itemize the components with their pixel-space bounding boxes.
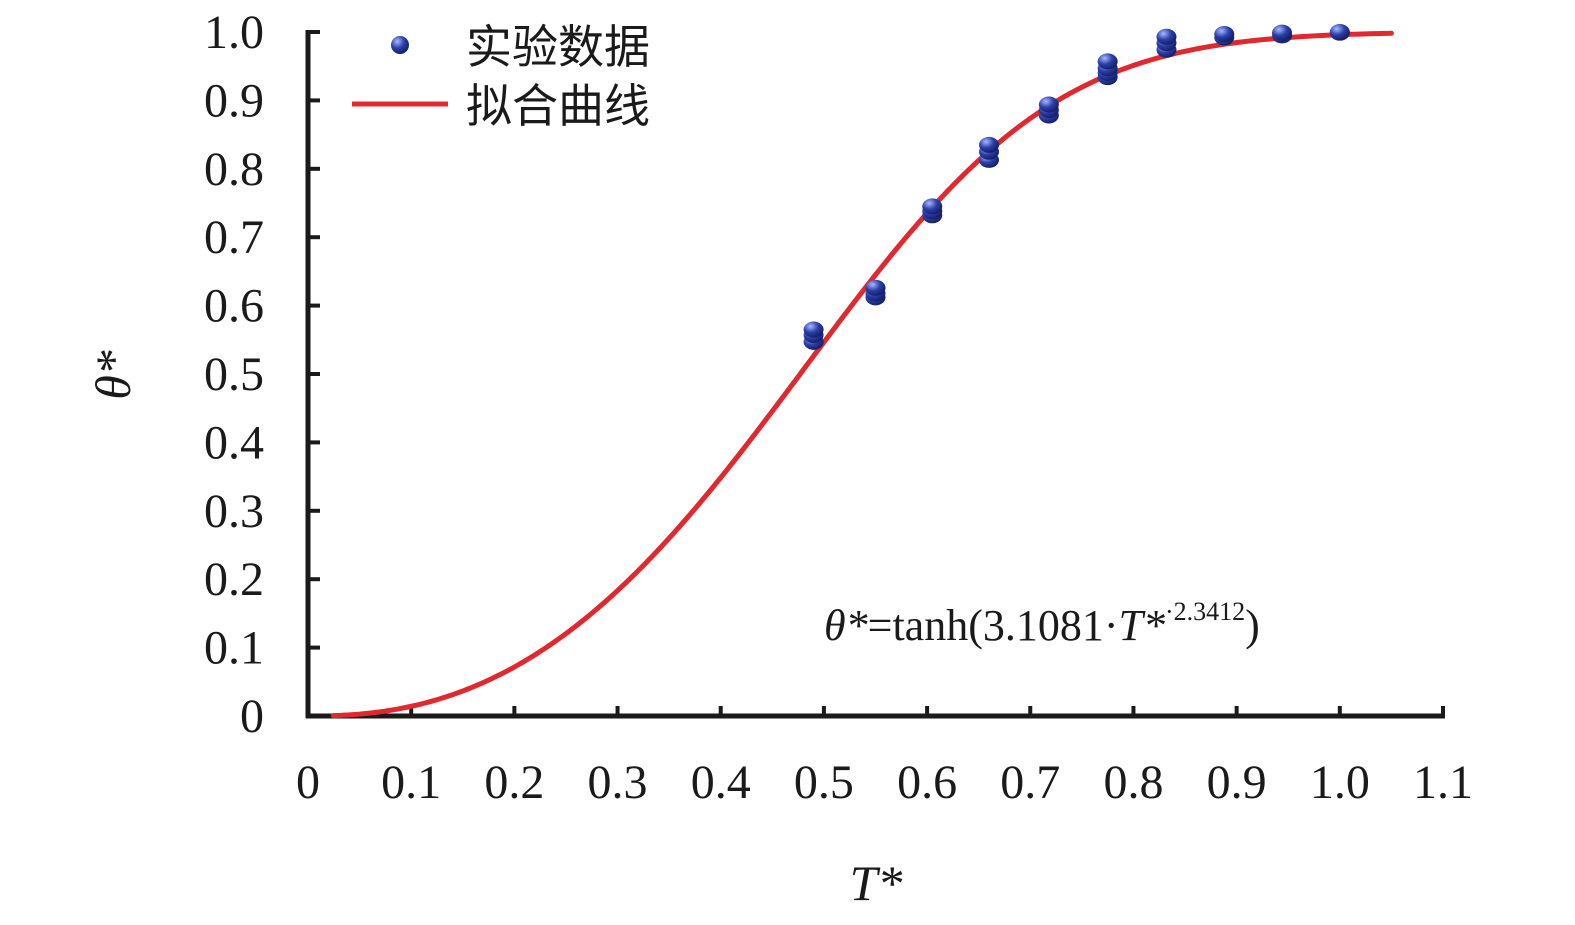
y-tick-label: 0.2 [204, 553, 264, 606]
data-point [1156, 28, 1177, 45]
data-point [803, 321, 824, 338]
y-tick-label: 0.4 [204, 416, 264, 469]
data-point [1097, 53, 1118, 70]
formula-suffix: ) [1245, 601, 1260, 650]
y-tick-label: 0.7 [204, 211, 264, 264]
y-tick-label: 0.5 [204, 348, 264, 401]
x-tick-label: 0.5 [794, 756, 854, 809]
data-point [1038, 96, 1059, 113]
formula-var: T* [1119, 601, 1165, 650]
x-tick-label: 0.4 [691, 756, 751, 809]
x-tick-label: 0.6 [897, 756, 957, 809]
x-tick-label: 0.2 [484, 756, 544, 809]
fit-equation: θ*=tanh(3.1081·T*·2.3412) [824, 597, 1260, 650]
y-axis-title: θ* [85, 350, 141, 400]
y-tick-label: 0.6 [204, 280, 264, 333]
x-tick-label: 0.7 [1000, 756, 1060, 809]
data-point [1214, 26, 1235, 43]
x-tick-label: 1.0 [1310, 756, 1370, 809]
formula-lhs: θ* [824, 601, 868, 650]
y-tick-label: 0.3 [204, 485, 264, 538]
x-axis-title: T* [850, 855, 903, 911]
y-tick-label: 0.9 [204, 74, 264, 127]
data-point [1329, 24, 1350, 40]
x-ticks: 0 0.1 0.2 0.3 0.4 0.5 0.6 0.7 0.8 0.9 1.0 1.1 [296, 706, 1473, 809]
fit-curve-layer [330, 30, 1394, 719]
y-tick-label: 0.8 [204, 143, 264, 196]
x-tick-label: 0.9 [1207, 756, 1267, 809]
x-tick-label: 0.3 [588, 756, 648, 809]
legend: 实验数据 拟合曲线 [352, 20, 650, 133]
y-tick-label: 0.1 [204, 622, 264, 675]
y-tick-label: 1.0 [204, 6, 264, 59]
formula-rhs-prefix: =tanh(3.1081· [868, 601, 1119, 650]
legend-scatter-marker [391, 36, 409, 54]
y-tick-label: 0 [240, 690, 264, 743]
data-point [922, 198, 943, 215]
y-ticks: 0 0.1 0.2 0.3 0.4 0.5 0.6 0.7 0.8 0.9 1.0 [204, 6, 320, 743]
legend-label-experimental: 实验数据 [466, 20, 650, 74]
x-tick-label: 1.1 [1413, 756, 1473, 809]
fit-curve-line [330, 30, 1394, 719]
x-tick-label: 0 [296, 756, 320, 809]
formula-sup: ·2.3412 [1165, 597, 1245, 626]
data-point [1272, 24, 1293, 41]
legend-label-fit: 拟合曲线 [466, 79, 650, 133]
scatter-points-layer [803, 24, 1350, 350]
data-point [865, 279, 886, 296]
x-tick-label: 0.1 [381, 756, 441, 809]
x-tick-label: 0.8 [1103, 756, 1163, 809]
data-point [979, 136, 999, 153]
